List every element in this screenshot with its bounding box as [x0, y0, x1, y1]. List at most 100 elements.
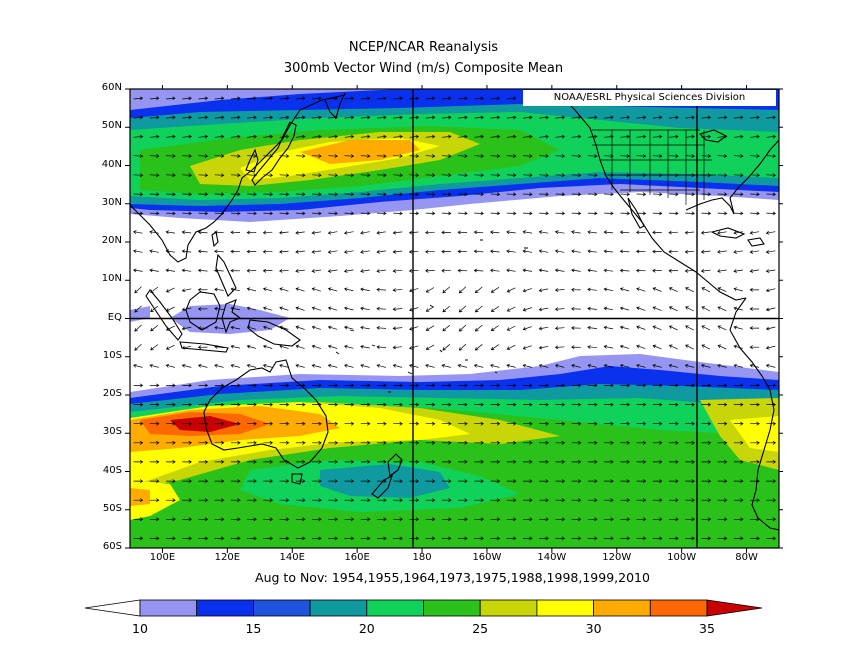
wind-vector-234: [685, 192, 695, 197]
wind-vector-741: [474, 440, 484, 445]
wind-vector-483: [181, 326, 192, 331]
wind-vector-465: [538, 307, 549, 312]
wind-vector-454: [360, 306, 370, 311]
wind-vector-519: [765, 326, 776, 331]
wind-vector-438: [749, 287, 760, 292]
cuba-outline: [710, 227, 746, 239]
wind-vector-135: [376, 154, 387, 158]
hispaniola-outline: [747, 237, 765, 247]
wind-vector-910: [620, 517, 631, 522]
wind-vector-888: [263, 517, 274, 522]
wind-vector-280: [133, 230, 143, 234]
wind-vector-215: [376, 192, 387, 197]
wind-vector-507: [571, 326, 581, 330]
wind-vector-64: [522, 115, 533, 120]
wind-vector-176: [393, 173, 403, 178]
wind-vector-746: [555, 440, 566, 445]
wind-vector-884: [198, 517, 209, 522]
wind-vector-397: [733, 269, 743, 273]
wind-vector-938: [425, 536, 436, 541]
wind-vector-75: [701, 115, 712, 120]
wind-vector-546: [554, 345, 565, 350]
wind-vector-470: [619, 306, 630, 311]
wind-vector-82: [166, 134, 176, 139]
wind-vector-705: [539, 421, 549, 426]
lon-label-100E: 100E: [149, 552, 176, 563]
wind-vector-957: [733, 536, 744, 541]
wind-vector-524: [197, 345, 208, 350]
wind-vector-360: [133, 268, 143, 273]
wind-vector-676: [717, 402, 728, 407]
wind-vector-120: [133, 154, 144, 158]
wind-vector-492: [327, 325, 338, 330]
wind-vector-833: [669, 479, 679, 483]
colorbar-segment-9: [649, 599, 708, 617]
wind-vector-307: [571, 230, 581, 234]
wind-vector-72: [652, 115, 663, 120]
wind-vector-674: [685, 402, 695, 407]
wind-vector-807: [247, 479, 257, 483]
colorbar-segment-4: [366, 599, 424, 617]
wind-vector-461: [474, 305, 483, 313]
wind-vector-609: [279, 383, 290, 388]
wind-vector-439: [765, 288, 776, 293]
lon-label-160W: 160W: [472, 552, 502, 563]
wind-vector-253: [344, 211, 355, 216]
wind-vector-846: [231, 498, 241, 503]
wind-vector-181: [474, 173, 484, 178]
wind-vector-881: [149, 517, 160, 522]
wind-vector-494: [360, 325, 370, 330]
wind-vector-233: [668, 192, 679, 197]
wind-vector-426: [554, 288, 565, 292]
wind-vector-796: [717, 460, 728, 464]
wind-vector-537: [409, 345, 419, 350]
wind-vector-504: [522, 326, 532, 331]
wind-vector-538: [425, 344, 435, 350]
wind-vector-876: [717, 498, 728, 503]
wind-vector-552: [652, 344, 662, 350]
wind-vector-919: [766, 517, 777, 522]
wind-vector-920: [133, 536, 144, 541]
wind-vector-424: [522, 288, 532, 293]
wind-vector-286: [230, 230, 241, 235]
wind-vector-832: [652, 479, 663, 483]
wind-vector-859: [441, 498, 452, 503]
wind-vector-399: [765, 269, 776, 273]
wind-vector-325: [214, 249, 224, 254]
wind-vector-266: [555, 211, 566, 216]
wind-vector-543: [506, 344, 516, 350]
wind-vector-855: [377, 498, 387, 503]
wind-vector-800: [133, 479, 144, 483]
wind-vector-528: [262, 344, 273, 349]
wind-vector-291: [311, 230, 322, 235]
wind-vector-914: [685, 517, 695, 522]
wind-vector-763: [182, 460, 192, 464]
wind-vector-605: [214, 383, 225, 388]
wind-vector-853: [344, 498, 355, 503]
wind-vector-779: [441, 460, 452, 464]
wind-vector-452: [327, 306, 338, 311]
wind-vector-923: [182, 536, 192, 541]
wind-vector-556: [717, 344, 727, 350]
wind-vector-292: [327, 230, 338, 235]
colorbar-label-30: 30: [585, 621, 602, 636]
wind-vector-673: [669, 402, 679, 407]
wind-vector-79: [766, 115, 777, 120]
colorbar-label-15: 15: [245, 621, 262, 636]
wind-vector-18: [425, 96, 436, 101]
wind-vector-535: [376, 345, 387, 349]
wind-vector-659: [441, 402, 452, 407]
wind-vector-21: [474, 96, 484, 101]
wind-vector-184: [522, 173, 533, 178]
wind-vector-861: [474, 498, 484, 503]
wind-vector-381: [473, 268, 484, 273]
wind-vector-613: [344, 383, 355, 388]
wind-vector-415: [376, 287, 387, 292]
wind-vector-440: [134, 305, 142, 313]
wind-vector-948: [587, 536, 598, 541]
wind-vector-908: [587, 517, 598, 522]
wind-vector-631: [636, 383, 647, 388]
wind-vector-262: [490, 211, 501, 216]
wind-vector-343: [506, 249, 516, 254]
